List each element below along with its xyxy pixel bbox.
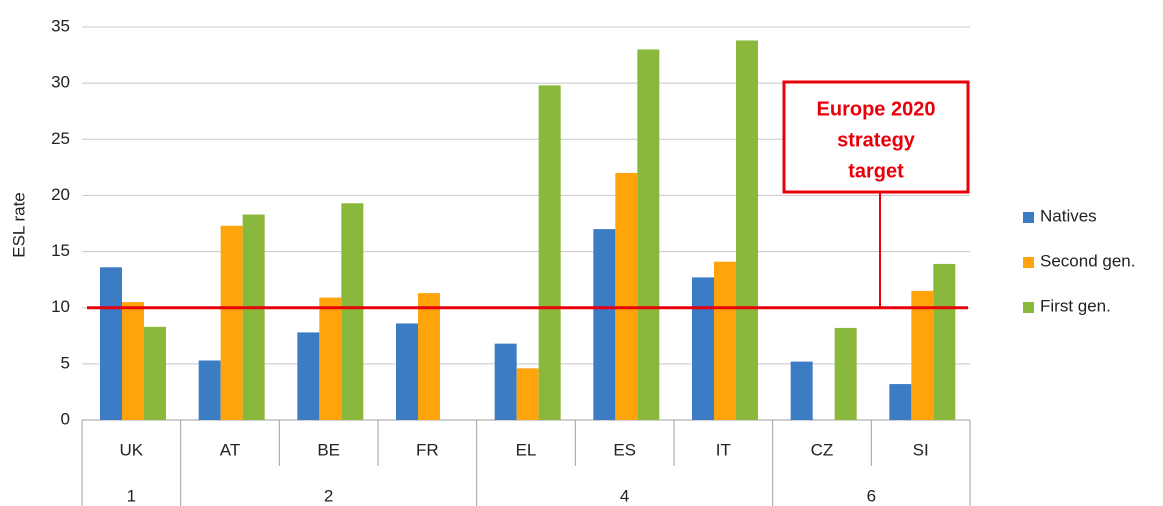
y-tick-label: 15 xyxy=(51,241,70,260)
group-label: 6 xyxy=(867,486,876,505)
annotation-text: target xyxy=(848,160,904,182)
group-label: 4 xyxy=(620,486,629,505)
bar xyxy=(911,290,934,420)
x-tick-label: CZ xyxy=(811,440,834,459)
bar xyxy=(889,384,912,420)
bar xyxy=(494,343,517,420)
bar xyxy=(834,327,857,420)
bar xyxy=(933,263,956,420)
bar xyxy=(100,267,122,420)
bar xyxy=(637,49,660,420)
bar xyxy=(220,225,243,420)
group-label: 2 xyxy=(324,486,333,505)
legend-swatch xyxy=(1023,302,1034,313)
bar xyxy=(396,323,418,420)
bar xyxy=(538,85,561,420)
x-tick-label: FR xyxy=(416,440,439,459)
legend-label: Natives xyxy=(1040,206,1097,225)
bar xyxy=(692,277,714,420)
annotation-text: Europe 2020 xyxy=(817,98,936,120)
x-tick-label: BE xyxy=(317,440,340,459)
bar xyxy=(516,368,539,420)
bar xyxy=(242,214,265,420)
bar xyxy=(790,361,813,420)
bar xyxy=(418,293,440,420)
x-tick-label: EL xyxy=(516,440,537,459)
group-label: 1 xyxy=(127,486,136,505)
legend-label: First gen. xyxy=(1040,296,1111,315)
bar xyxy=(341,203,364,420)
x-tick-label: AT xyxy=(220,440,240,459)
y-tick-label: 25 xyxy=(51,129,70,148)
legend-label: Second gen. xyxy=(1040,251,1135,270)
bar xyxy=(319,297,342,420)
y-tick-label: 30 xyxy=(51,73,70,92)
y-tick-label: 10 xyxy=(51,297,70,316)
bar xyxy=(593,229,616,420)
y-tick-label: 0 xyxy=(61,409,70,428)
y-tick-label: 35 xyxy=(51,16,70,35)
annotation-text: strategy xyxy=(837,129,916,151)
bar xyxy=(736,40,758,421)
x-tick-label: UK xyxy=(120,440,144,459)
x-tick-label: SI xyxy=(913,440,929,459)
bar xyxy=(198,360,221,420)
y-tick-label: 5 xyxy=(61,353,70,372)
bar xyxy=(297,332,320,420)
bar xyxy=(615,172,638,420)
x-tick-label: ES xyxy=(613,440,636,459)
bar xyxy=(144,326,166,420)
x-tick-label: IT xyxy=(716,440,731,459)
bar xyxy=(122,302,144,420)
y-tick-label: 20 xyxy=(51,185,70,204)
annotation-box xyxy=(782,80,970,194)
legend-swatch xyxy=(1023,257,1034,268)
legend-swatch xyxy=(1023,212,1034,223)
y-axis-label: ESL rate xyxy=(9,192,28,258)
bar xyxy=(714,261,736,420)
